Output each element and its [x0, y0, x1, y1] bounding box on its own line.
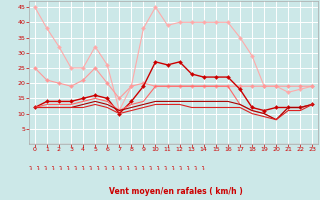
Text: Vent moyen/en rafales ( km/h ): Vent moyen/en rafales ( km/h ) [109, 188, 243, 196]
Text: ↴ ↴ ↴ ↴ ↴ ↴ ↴ ↴ ↴ ↴ ↴ ↴ ↴ ↴ ↴ ↴ ↴ ↴ ↴ ↴ ↴ ↴ ↴ ↴: ↴ ↴ ↴ ↴ ↴ ↴ ↴ ↴ ↴ ↴ ↴ ↴ ↴ ↴ ↴ ↴ ↴ ↴ ↴ ↴ … [29, 166, 205, 171]
